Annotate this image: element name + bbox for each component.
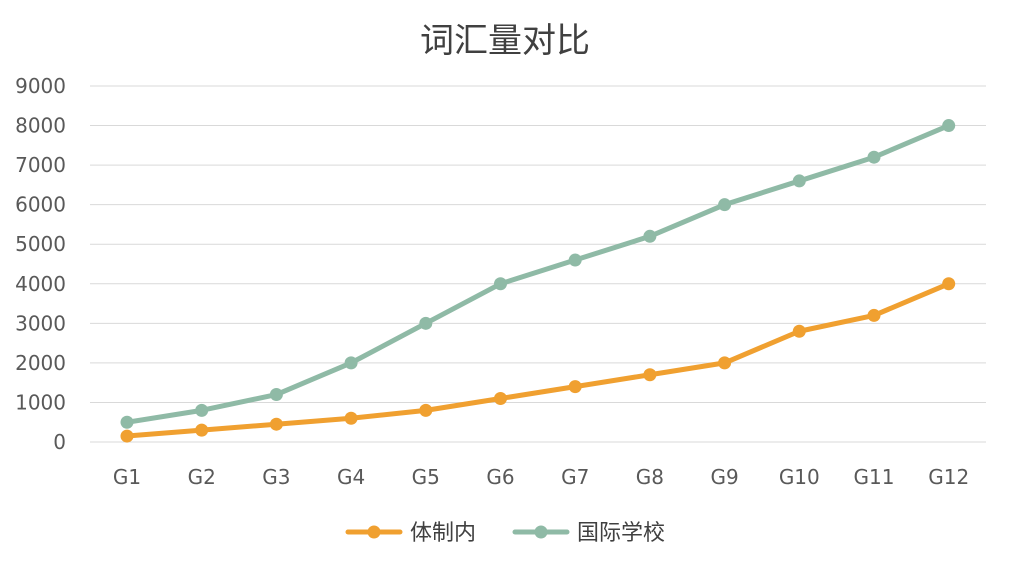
x-axis-ticks: G1 G2 G3 G4 G5 G6 G7 G8 G9 G10 G11 G12 xyxy=(113,465,969,489)
y-tick-label: 6000 xyxy=(15,193,66,217)
legend: 体制内 国际学校 xyxy=(345,521,665,546)
gridlines xyxy=(90,85,986,443)
data-point xyxy=(120,415,134,429)
x-tick-label: G5 xyxy=(412,465,440,489)
data-point xyxy=(643,229,657,243)
y-tick-label: 0 xyxy=(53,430,66,454)
x-tick-label: G10 xyxy=(779,465,820,489)
data-point xyxy=(195,403,209,417)
legend-item-1: 国际学校 xyxy=(512,521,665,546)
series-line xyxy=(124,281,952,439)
x-tick-label: G11 xyxy=(854,465,895,489)
x-tick-label: G12 xyxy=(928,465,969,489)
x-tick-label: G8 xyxy=(636,465,664,489)
data-point xyxy=(494,277,507,291)
data-point xyxy=(568,380,582,394)
data-point xyxy=(867,150,881,164)
y-tick-label: 3000 xyxy=(15,311,66,335)
data-point xyxy=(195,423,209,437)
y-tick-label: 2000 xyxy=(15,351,66,375)
data-point xyxy=(120,429,134,443)
data-point xyxy=(718,198,732,212)
series-1 xyxy=(120,119,956,429)
series-line xyxy=(124,123,952,425)
data-point xyxy=(269,388,283,402)
legend-item-0: 体制内 xyxy=(345,521,476,546)
x-tick-label: G3 xyxy=(262,465,290,489)
data-point xyxy=(643,368,657,382)
data-point xyxy=(792,324,806,338)
data-point xyxy=(867,308,881,322)
legend-label: 体制内 xyxy=(410,521,476,546)
data-point xyxy=(344,356,358,370)
y-tick-label: 8000 xyxy=(15,114,66,138)
data-point xyxy=(269,417,283,431)
data-point xyxy=(568,253,582,267)
chart-title: 词汇量对比 xyxy=(420,21,590,61)
data-point xyxy=(419,403,433,417)
y-tick-label: 1000 xyxy=(15,390,66,414)
x-tick-label: G7 xyxy=(561,465,589,489)
series-layer xyxy=(120,119,956,443)
data-point xyxy=(942,119,956,133)
y-axis-ticks: 0 1000 2000 3000 4000 5000 6000 7000 8000 9000 xyxy=(15,74,66,454)
data-point xyxy=(942,277,956,291)
x-tick-label: G4 xyxy=(337,465,365,489)
x-tick-label: G1 xyxy=(113,465,141,489)
data-point xyxy=(344,411,358,425)
data-point xyxy=(718,356,732,370)
data-point xyxy=(792,174,806,188)
legend-swatch-marker xyxy=(367,525,381,539)
x-tick-label: G9 xyxy=(710,465,738,489)
y-tick-label: 7000 xyxy=(15,153,66,177)
x-tick-label: G2 xyxy=(188,465,216,489)
data-point xyxy=(494,391,507,405)
x-tick-label: G6 xyxy=(486,465,514,489)
series-0 xyxy=(120,277,956,443)
legend-label: 国际学校 xyxy=(577,521,665,546)
y-tick-label: 4000 xyxy=(15,272,66,296)
y-tick-label: 9000 xyxy=(15,74,66,98)
y-tick-label: 5000 xyxy=(15,232,66,256)
legend-swatch-marker xyxy=(534,525,548,539)
data-point xyxy=(419,316,433,330)
